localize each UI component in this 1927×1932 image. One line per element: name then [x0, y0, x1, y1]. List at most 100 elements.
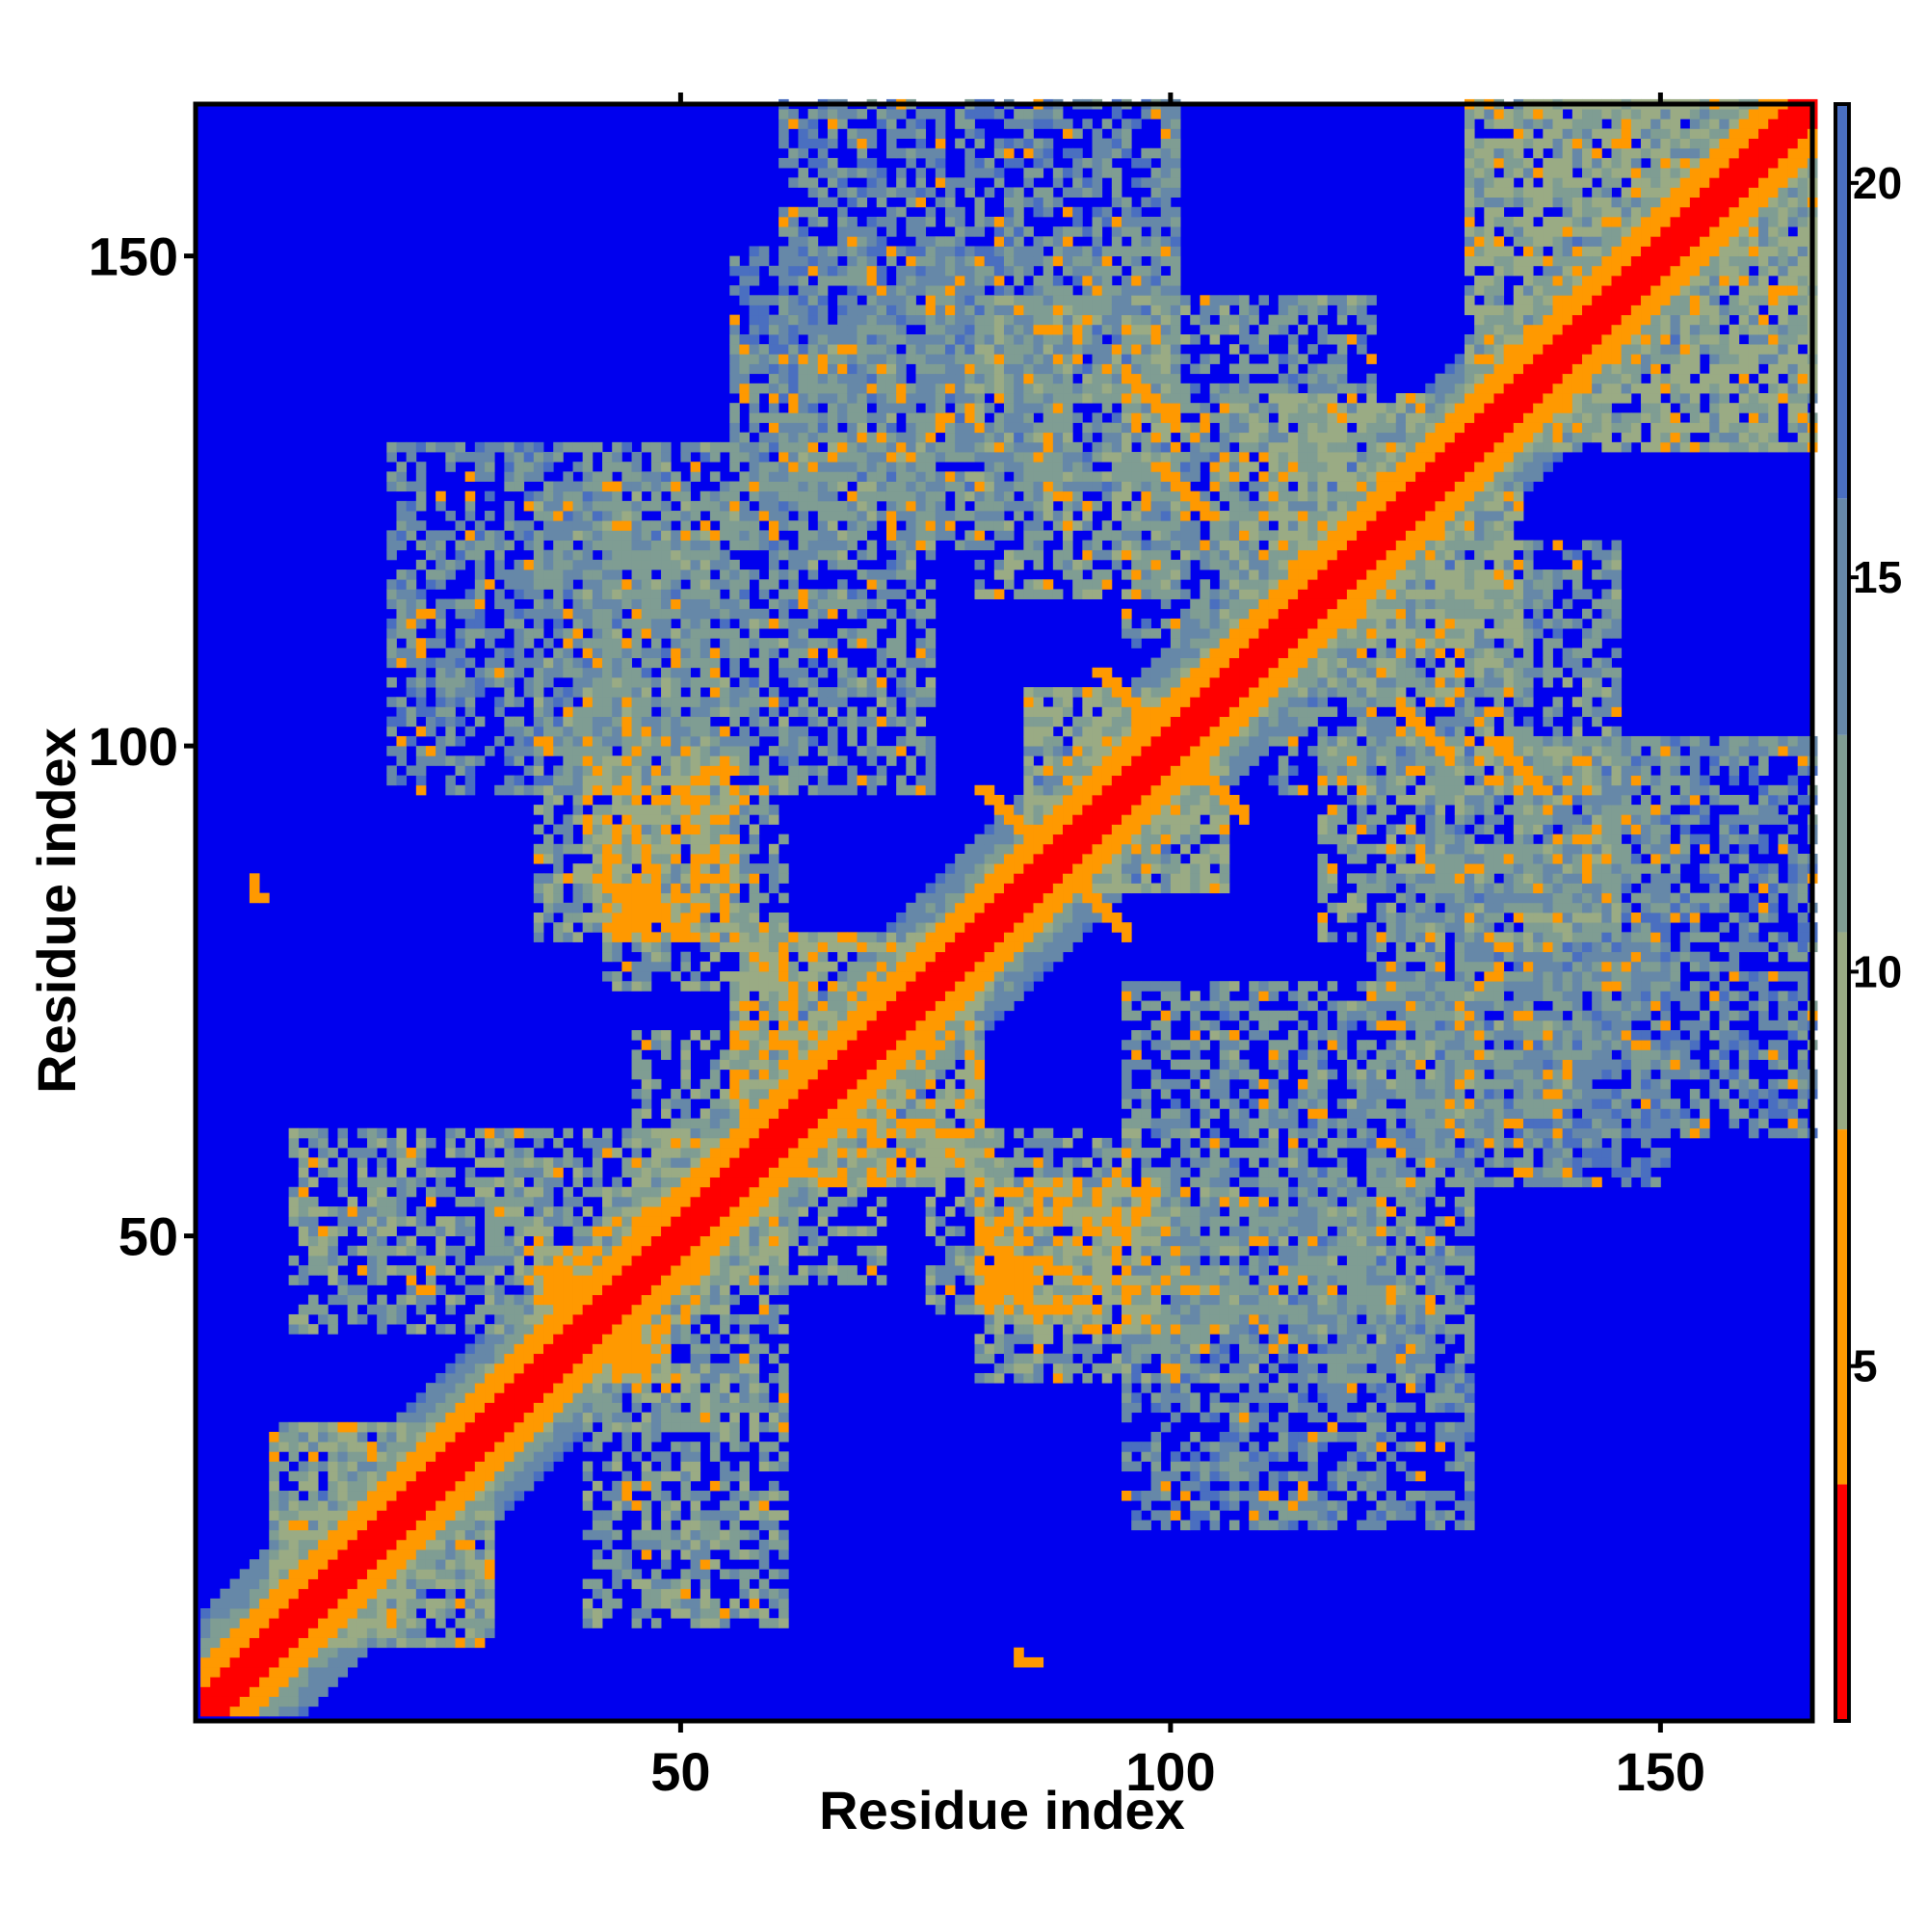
heatmap-cell — [386, 1578, 397, 1590]
heatmap-cell — [386, 1559, 397, 1570]
heatmap-cell — [709, 667, 721, 678]
heatmap-cell — [720, 863, 730, 874]
heatmap-cell — [720, 775, 730, 786]
heatmap-cell — [631, 676, 643, 688]
heatmap-cell — [406, 1442, 417, 1452]
heatmap-cell — [661, 1392, 672, 1403]
heatmap-cell — [318, 1148, 329, 1158]
heatmap-cell — [278, 1628, 290, 1638]
heatmap-cell — [612, 913, 622, 923]
heatmap-cell — [847, 138, 858, 149]
heatmap-cell — [582, 834, 594, 845]
heatmap-cell — [866, 932, 878, 942]
heatmap-cell — [650, 697, 662, 707]
heatmap-cell — [885, 1118, 897, 1129]
heatmap-cell — [415, 706, 427, 718]
heatmap-cell — [857, 422, 868, 434]
heatmap-cell — [680, 638, 691, 648]
heatmap-cell — [436, 1598, 446, 1609]
heatmap-cell — [612, 1196, 622, 1207]
heatmap-cell — [729, 716, 740, 728]
heatmap-cell — [612, 932, 622, 942]
heatmap-cell — [288, 1578, 300, 1590]
heatmap-cell — [661, 540, 672, 551]
heatmap-cell — [779, 1383, 789, 1393]
heatmap-cell — [494, 1255, 505, 1266]
heatmap-cell — [318, 1656, 329, 1668]
heatmap-cell — [464, 755, 476, 766]
heatmap-cell — [827, 246, 838, 257]
heatmap-cell — [494, 1442, 505, 1452]
heatmap-cell — [523, 1402, 535, 1414]
heatmap-cell — [680, 549, 691, 561]
heatmap-cell — [307, 1137, 319, 1149]
heatmap-cell — [396, 1588, 408, 1600]
heatmap-cell — [425, 1500, 436, 1511]
heatmap-cell — [533, 598, 544, 610]
heatmap-cell — [377, 1628, 387, 1638]
heatmap-cell — [749, 1383, 760, 1393]
heatmap-cell — [729, 490, 740, 502]
heatmap-cell — [377, 1510, 387, 1521]
heatmap-cell — [641, 1461, 652, 1472]
heatmap-cell — [631, 667, 643, 678]
heatmap-cell — [307, 1637, 319, 1649]
heatmap-cell — [436, 1559, 446, 1570]
heatmap-cell — [837, 441, 848, 453]
heatmap-cell — [543, 559, 554, 570]
heatmap-cell — [514, 1461, 525, 1472]
heatmap-cell — [779, 344, 789, 355]
heatmap-cell — [915, 255, 927, 267]
heatmap-cell — [650, 579, 662, 590]
heatmap-cell — [298, 1480, 309, 1492]
heatmap-cell — [307, 1628, 319, 1638]
heatmap-cell — [709, 883, 721, 894]
heatmap-cell — [445, 1510, 456, 1521]
heatmap-cell — [415, 1167, 427, 1178]
heatmap-cell — [857, 1040, 868, 1050]
heatmap-cell — [779, 1598, 789, 1609]
heatmap-cell — [915, 932, 927, 942]
heatmap-cell — [915, 1078, 927, 1090]
heatmap-cell — [768, 784, 779, 796]
heatmap-cell — [768, 1000, 779, 1012]
heatmap-cell — [641, 1186, 652, 1198]
heatmap-cell — [798, 403, 809, 413]
heatmap-cell — [857, 373, 868, 384]
heatmap-cell — [563, 1334, 573, 1344]
heatmap-cell — [739, 618, 750, 629]
heatmap-cell — [758, 500, 770, 512]
heatmap-cell — [318, 1549, 329, 1560]
heatmap-cell — [885, 971, 897, 982]
heatmap-cell — [661, 676, 672, 688]
heatmap-cell — [278, 1637, 290, 1649]
heatmap-cell — [729, 1510, 740, 1521]
heatmap-cell — [700, 1304, 711, 1315]
heatmap-cell — [758, 1000, 770, 1012]
heatmap-cell — [543, 1294, 554, 1306]
heatmap-cell — [494, 549, 505, 561]
heatmap-cell — [298, 1235, 309, 1247]
heatmap-cell — [455, 697, 466, 707]
heatmap-cell — [749, 412, 760, 423]
heatmap-cell — [837, 177, 848, 188]
heatmap-cell — [494, 1177, 505, 1188]
heatmap-cell — [523, 1284, 535, 1296]
heatmap-cell — [837, 1089, 848, 1099]
heatmap-cell — [514, 520, 525, 531]
heatmap-cell — [592, 735, 603, 747]
heatmap-cell — [474, 1461, 486, 1472]
heatmap-cell — [827, 1010, 838, 1021]
heatmap-cell — [690, 1245, 701, 1257]
heatmap-cell — [700, 1078, 711, 1090]
heatmap-cell — [837, 383, 848, 394]
heatmap-cell — [650, 1040, 662, 1050]
heatmap-cell — [494, 1412, 505, 1423]
heatmap-cell — [671, 648, 681, 658]
heatmap-cell — [885, 638, 897, 648]
heatmap-cell — [817, 775, 829, 786]
heatmap-cell — [592, 1167, 603, 1178]
heatmap-cell — [602, 1334, 613, 1344]
heatmap-cell — [259, 1647, 270, 1658]
heatmap-cell — [768, 805, 779, 815]
